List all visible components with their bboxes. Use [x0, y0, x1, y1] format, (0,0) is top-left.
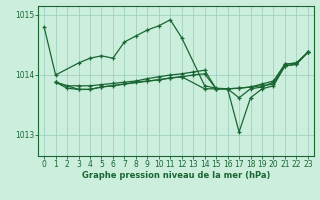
X-axis label: Graphe pression niveau de la mer (hPa): Graphe pression niveau de la mer (hPa) [82, 171, 270, 180]
